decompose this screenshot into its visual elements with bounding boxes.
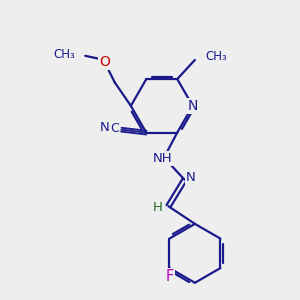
Text: N: N <box>188 99 198 113</box>
Text: NH: NH <box>153 152 172 165</box>
Text: N: N <box>100 121 110 134</box>
Text: H: H <box>152 201 162 214</box>
Text: C: C <box>110 122 119 135</box>
Text: N: N <box>186 171 196 184</box>
Text: CH₃: CH₃ <box>205 50 227 64</box>
Text: F: F <box>165 269 173 284</box>
Text: O: O <box>99 55 110 69</box>
Text: CH₃: CH₃ <box>53 48 75 61</box>
